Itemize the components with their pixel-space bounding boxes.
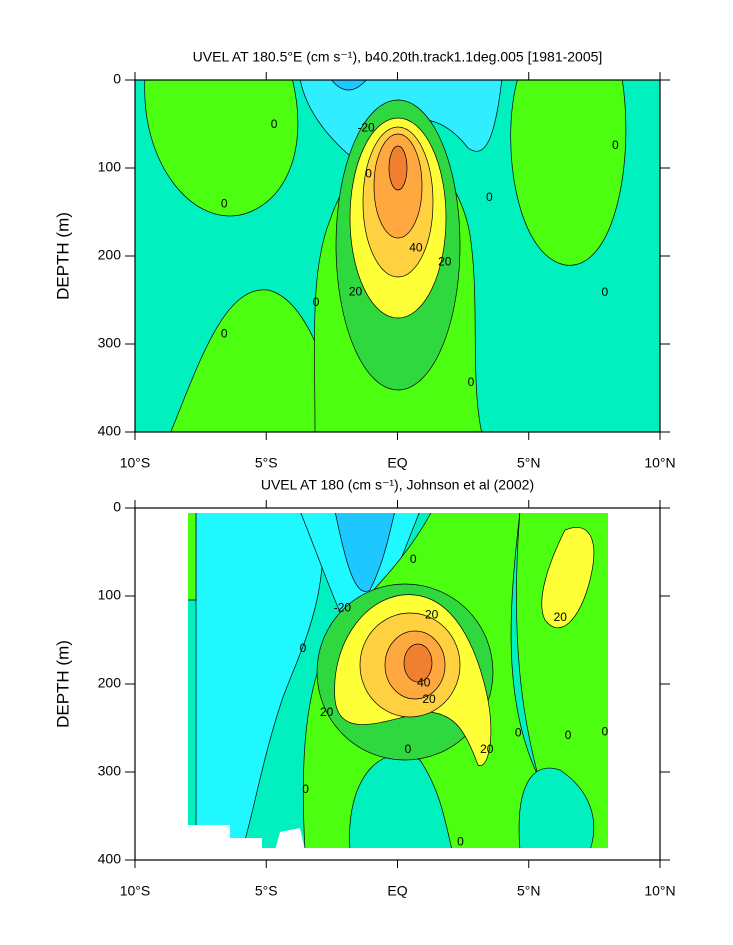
contour-label: -20 [357,121,375,135]
contour-label: 0 [457,835,464,849]
contour-label: 0 [405,742,412,756]
contour-label: 20 [349,284,363,298]
y-tick-label: 400 [98,423,122,439]
contour-label: 0 [271,117,278,131]
contour-label: 0 [410,552,417,566]
x-tick-label: 10°S [120,883,151,899]
contour-label: 0 [221,326,228,340]
contour-label: 40 [417,675,431,689]
contour-label: 0 [468,375,475,389]
contour-region [195,513,324,848]
contour-region [510,80,627,266]
chart-title: UVEL AT 180 (cm s⁻¹), Johnson et al (200… [261,477,534,493]
contour-fill [188,513,608,848]
contour-region [349,754,452,848]
contour-region [335,513,395,592]
contour-label: 0 [602,285,609,299]
contour-label: 40 [409,240,423,254]
chart-title: UVEL AT 180.5°E (cm s⁻¹), b40.20th.track… [193,49,603,65]
contour-region [403,643,433,683]
contour-region [518,767,594,848]
contour-label: 20 [422,692,436,706]
x-tick-label: 5°N [517,883,541,899]
x-tick-label: 10°S [120,455,151,471]
contour-label: 20 [320,705,334,719]
contour-fill [135,80,660,432]
contour-label: 20 [438,254,452,268]
contour-label: 0 [302,782,309,796]
y-tick-label: 0 [113,499,121,515]
contour-label: 0 [313,295,320,309]
contour-label: 20 [425,608,439,622]
contour-region [541,527,595,629]
y-tick-label: 300 [98,763,122,779]
x-tick-label: 5°S [255,883,278,899]
x-tick-label: EQ [387,455,407,471]
y-tick-label: 400 [98,851,122,867]
contour-label: 0 [221,196,228,210]
contour-label: 20 [554,610,568,624]
contour-region [188,513,197,601]
contour-label: 0 [365,166,372,180]
y-tick-label: 0 [113,71,121,87]
x-tick-label: 10°N [644,883,675,899]
y-tick-label: 200 [98,247,122,263]
x-tick-label: 5°S [255,455,278,471]
x-tick-label: 5°N [517,455,541,471]
contour-region [144,80,299,217]
contour-label: 20 [480,742,494,756]
contour-label: -20 [334,600,352,614]
y-axis-label: DEPTH (m) [53,640,72,728]
y-axis-label: DEPTH (m) [53,212,72,300]
contour-region [388,145,408,191]
contour-region [331,80,367,91]
y-tick-label: 200 [98,675,122,691]
y-tick-label: 100 [98,159,122,175]
x-tick-label: 10°N [644,455,675,471]
y-tick-label: 100 [98,587,122,603]
contour-label: 0 [565,728,572,742]
contour-label: 0 [300,641,307,655]
contour-label: 0 [515,725,522,739]
x-tick-label: EQ [387,883,407,899]
contour-label: 0 [486,190,493,204]
contour-label: 0 [602,725,609,739]
contour-label: 0 [612,138,619,152]
y-tick-label: 300 [98,335,122,351]
